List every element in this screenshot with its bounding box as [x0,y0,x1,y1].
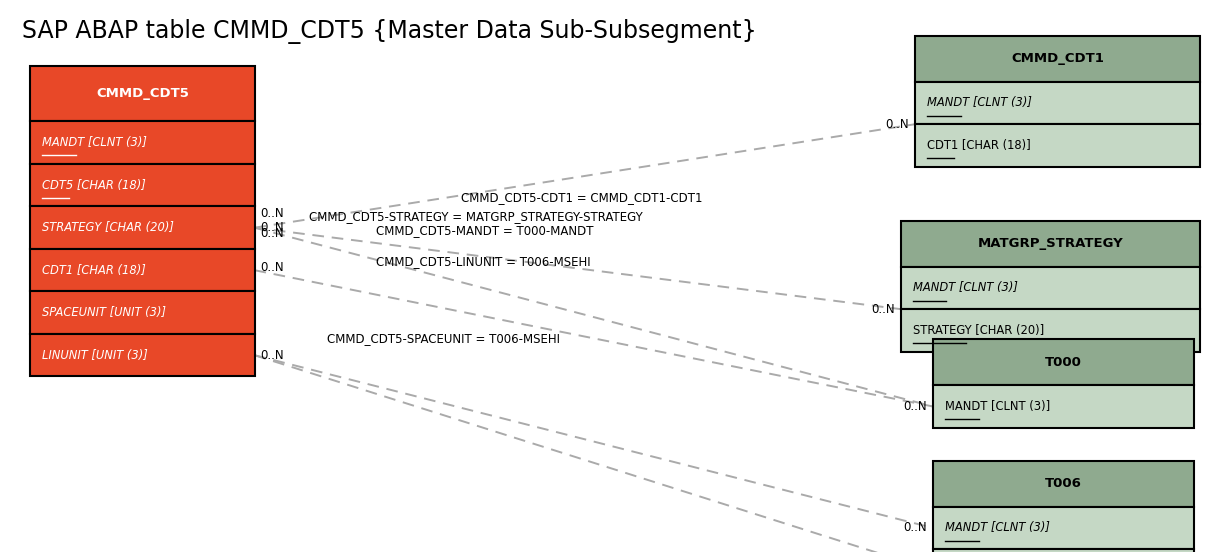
Bar [933,339,1194,385]
Bar [30,291,255,334]
Bar [30,66,255,121]
Text: 0..N: 0..N [261,227,284,240]
Text: 0..N: 0..N [261,208,284,220]
Bar [30,334,255,376]
Text: 0..N: 0..N [904,522,927,534]
Bar [933,507,1194,549]
Text: CMMD_CDT5-STRATEGY = MATGRP_STRATEGY-STRATEGY: CMMD_CDT5-STRATEGY = MATGRP_STRATEGY-STR… [309,210,642,223]
Text: CDT5 [CHAR (18)]: CDT5 [CHAR (18)] [42,179,147,192]
Text: SPACEUNIT [UNIT (3)]: SPACEUNIT [UNIT (3)] [42,306,166,319]
Text: MATGRP_STRATEGY: MATGRP_STRATEGY [977,237,1124,250]
Bar [30,121,255,164]
Bar [915,124,1200,167]
Bar [901,221,1200,267]
Text: 0..N: 0..N [261,349,284,362]
Text: 0..N: 0..N [886,118,909,131]
Bar [30,164,255,206]
Bar [30,249,255,291]
Text: CDT1 [CHAR (18)]: CDT1 [CHAR (18)] [927,139,1031,152]
Text: 0..N: 0..N [871,302,894,316]
Text: STRATEGY [CHAR (20)]: STRATEGY [CHAR (20)] [42,221,175,234]
Text: STRATEGY [CHAR (20)]: STRATEGY [CHAR (20)] [913,324,1044,337]
Bar [901,267,1200,309]
Text: SAP ABAP table CMMD_CDT5 {Master Data Sub-Subsegment}: SAP ABAP table CMMD_CDT5 {Master Data Su… [22,19,756,44]
Text: MANDT [CLNT (3)]: MANDT [CLNT (3)] [945,400,1051,413]
Text: 0..N: 0..N [904,400,927,413]
Text: CMMD_CDT5-CDT1 = CMMD_CDT1-CDT1: CMMD_CDT5-CDT1 = CMMD_CDT1-CDT1 [461,191,702,204]
Bar [915,36,1200,82]
Text: CMMD_CDT5-LINUNIT = T006-MSEHI: CMMD_CDT5-LINUNIT = T006-MSEHI [376,256,590,268]
Text: T006: T006 [1045,477,1082,490]
Bar [30,206,255,249]
Text: MANDT [CLNT (3)]: MANDT [CLNT (3)] [913,282,1018,294]
Bar [933,461,1194,507]
Text: 0..N: 0..N [261,261,284,274]
Text: T000: T000 [1045,356,1082,369]
Text: CDT1 [CHAR (18)]: CDT1 [CHAR (18)] [42,264,147,277]
Bar [901,309,1200,352]
Text: CMMD_CDT5-MANDT = T000-MANDT: CMMD_CDT5-MANDT = T000-MANDT [376,224,593,237]
Bar [915,82,1200,124]
Text: MANDT [CLNT (3)]: MANDT [CLNT (3)] [945,522,1051,534]
Text: CMMD_CDT5: CMMD_CDT5 [96,87,189,100]
Text: 0..N: 0..N [261,221,284,234]
Text: LINUNIT [UNIT (3)]: LINUNIT [UNIT (3)] [42,349,148,362]
Bar [933,385,1194,428]
Text: CMMD_CDT1: CMMD_CDT1 [1011,52,1104,65]
Text: MANDT [CLNT (3)]: MANDT [CLNT (3)] [927,97,1033,109]
Text: MANDT [CLNT (3)]: MANDT [CLNT (3)] [42,136,148,149]
Text: CMMD_CDT5-SPACEUNIT = T006-MSEHI: CMMD_CDT5-SPACEUNIT = T006-MSEHI [327,332,560,345]
Bar [933,549,1194,552]
